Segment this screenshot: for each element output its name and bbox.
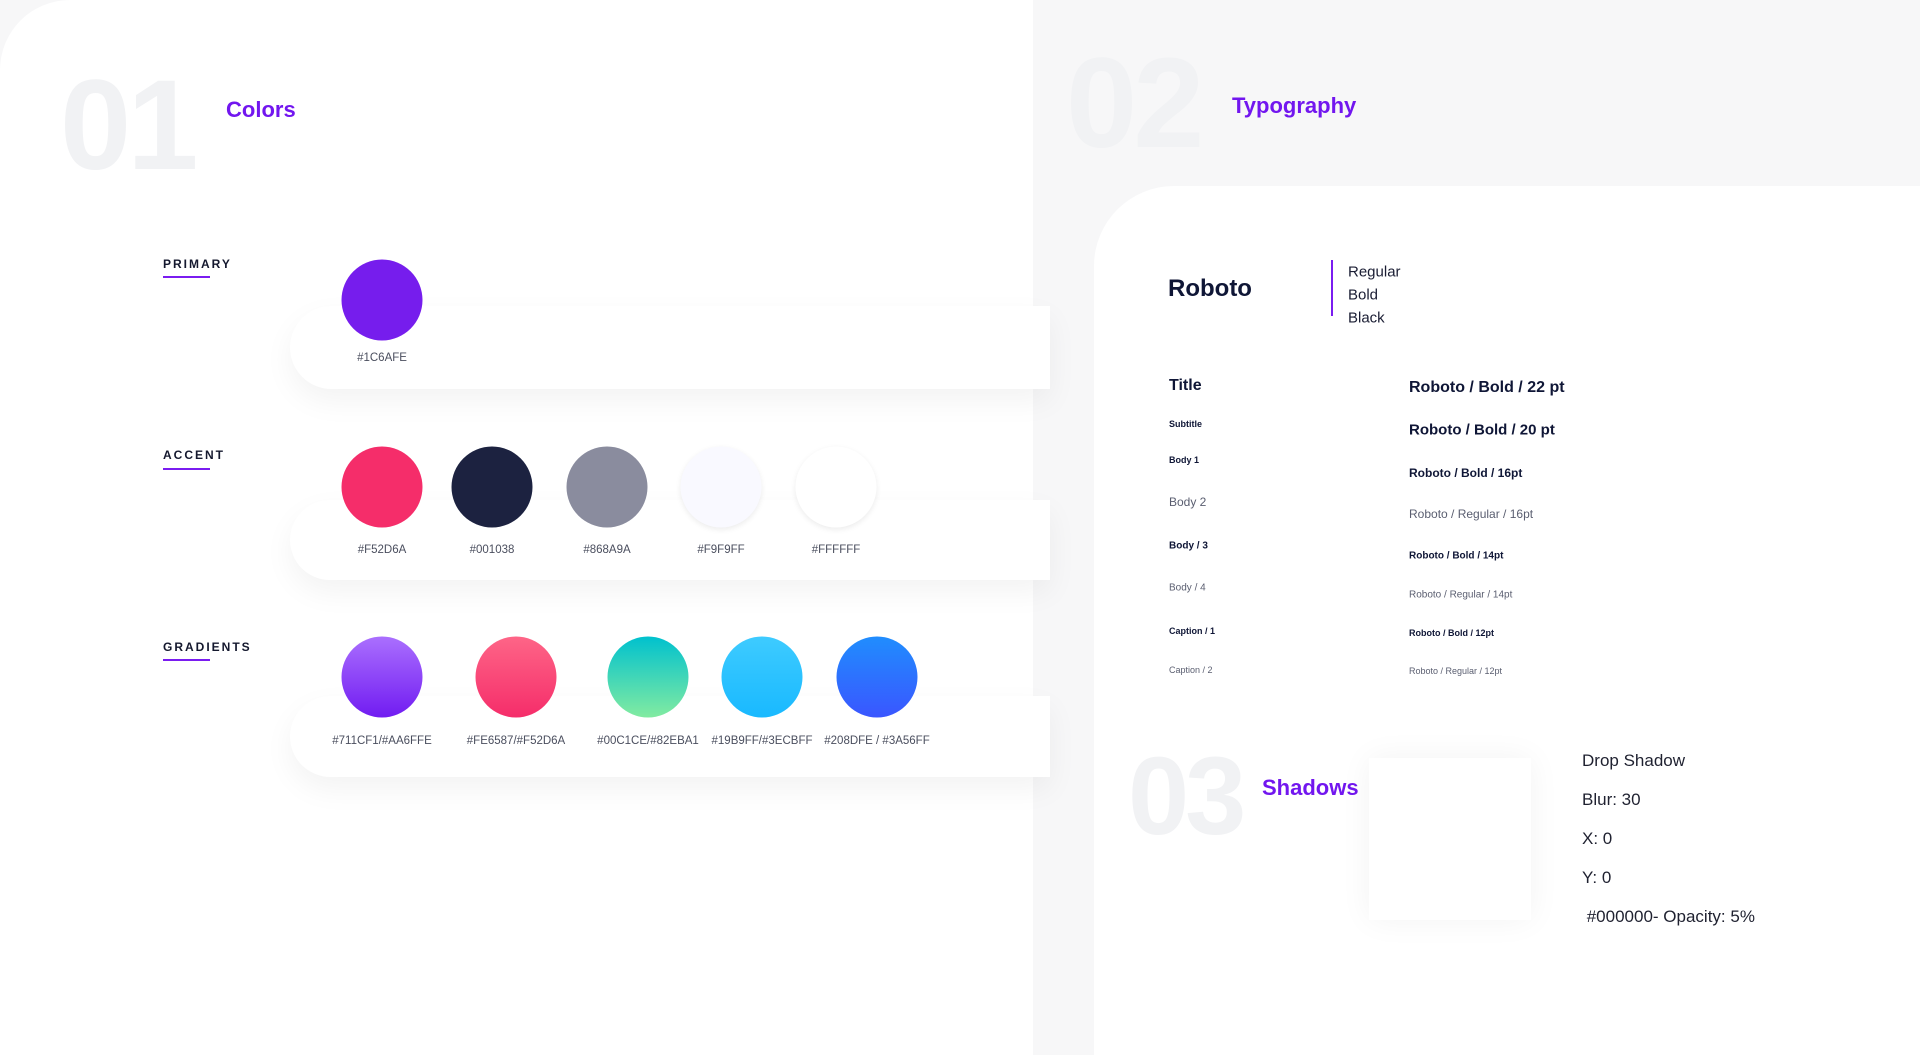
section-title-shadows: Shadows: [1262, 775, 1359, 800]
accent-row-card: [290, 500, 1050, 580]
color-hex-label: #868A9A: [583, 544, 631, 556]
style-spec: Roboto / Bold / 20 pt: [1409, 421, 1555, 439]
style-name: Caption / 1: [1169, 626, 1216, 636]
color-swatch: [341, 259, 423, 341]
color-hex-label: #00C1CE/#82EBA1: [597, 735, 699, 747]
section-number: 02: [1066, 32, 1204, 175]
style-name: Subtitle: [1169, 419, 1202, 429]
group-underline: [163, 276, 210, 278]
weight-regular: Regular: [1348, 263, 1401, 281]
section-number: 01: [60, 54, 198, 197]
color-hex-label: #1C6AFE: [357, 352, 407, 364]
style-name: Body / 3: [1169, 540, 1208, 552]
group-underline: [163, 659, 210, 661]
color-swatch: [721, 636, 803, 718]
style-name: Body / 4: [1169, 582, 1206, 594]
section-title-colors: Colors: [226, 97, 296, 122]
shadow-spec: #000000- Opacity: 5%: [1582, 907, 1755, 926]
weight-black: Black: [1348, 309, 1385, 327]
shadow-spec: Blur: 30: [1582, 790, 1641, 809]
group-label-accent: ACCENT: [163, 448, 225, 462]
color-swatch: [451, 446, 533, 528]
color-swatch: [566, 446, 648, 528]
style-spec: Roboto / Regular / 14pt: [1409, 589, 1513, 601]
color-hex-label: #FE6587/#F52D6A: [466, 735, 566, 747]
section-number: 03: [1128, 735, 1246, 858]
style-name: Title: [1169, 377, 1202, 394]
style-name: Body 1: [1169, 455, 1200, 465]
style-name: Body 2: [1169, 495, 1207, 509]
font-name: Roboto: [1168, 275, 1252, 302]
shadow-spec: X: 0: [1582, 829, 1613, 848]
weights-divider: [1331, 260, 1333, 316]
color-swatch: [341, 446, 423, 528]
color-hex-label: #001038: [469, 544, 515, 556]
group-label-gradients: GRADIENTS: [163, 640, 252, 654]
color-swatch: [475, 636, 557, 718]
style-spec: Roboto / Bold / 14pt: [1409, 550, 1504, 562]
color-hex-label: #19B9FF/#3ECBFF: [711, 735, 813, 747]
color-hex-label: #FFFFFF: [811, 544, 861, 556]
style-spec: Roboto / Bold / 16pt: [1409, 466, 1523, 480]
style-spec: Roboto / Regular / 12pt: [1409, 666, 1503, 676]
style-name: Caption / 2: [1169, 665, 1213, 675]
group-underline: [163, 468, 210, 470]
color-hex-label: #F52D6A: [357, 544, 407, 556]
color-swatch: [341, 636, 423, 718]
weight-bold: Bold: [1348, 286, 1379, 304]
color-swatch: [680, 446, 762, 528]
style-spec: Roboto / Bold / 12pt: [1409, 628, 1494, 638]
shadow-spec: Drop Shadow: [1582, 751, 1686, 770]
color-swatch: [836, 636, 918, 718]
section-title-typography: Typography: [1232, 93, 1357, 118]
color-hex-label: #F9F9FF: [697, 544, 745, 556]
style-spec: Roboto / Regular / 16pt: [1409, 507, 1534, 521]
color-hex-label: #208DFE / #3A56FF: [824, 735, 930, 747]
color-swatch: [795, 446, 877, 528]
typography-card: [1094, 186, 1920, 1055]
color-hex-label: #711CF1/#AA6FFE: [332, 735, 432, 747]
shadow-sample-box: [1369, 758, 1531, 920]
color-swatch: [607, 636, 689, 718]
style-spec: Roboto / Bold / 22 pt: [1409, 379, 1565, 396]
group-label-primary: PRIMARY: [163, 257, 232, 271]
shadow-spec: Y: 0: [1582, 868, 1612, 887]
